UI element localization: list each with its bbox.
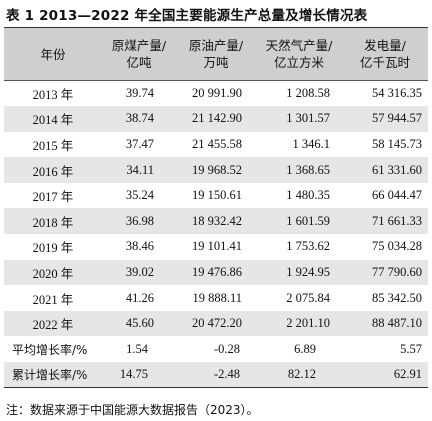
row-label: 累计增长率/% bbox=[12, 368, 88, 383]
coal-cell: 1.54 bbox=[126, 341, 148, 356]
source-note: 注：数据来源于中国能源大数据报告（2023）。 bbox=[6, 403, 259, 417]
natural-gas-cell: 82.12 bbox=[287, 367, 316, 382]
natural-gas-cell: 1 924.95 bbox=[286, 264, 330, 279]
natural-gas-cell: 1 480.35 bbox=[286, 188, 330, 203]
header-year-label: 年份 bbox=[40, 46, 66, 62]
table-row: 2014 年 38.74 21 142.90 1 301.57 57 944.5… bbox=[4, 106, 428, 132]
table-row: 2016 年 34.11 19 968.52 1 368.65 61 331.6… bbox=[4, 157, 428, 183]
coal-cell: 34.11 bbox=[126, 162, 154, 177]
row-label: 平均增长率/% bbox=[12, 342, 88, 357]
electricity-cell: 71 661.33 bbox=[372, 213, 422, 228]
electricity-cell: 61 331.60 bbox=[372, 162, 422, 177]
electricity-cell: 5.57 bbox=[400, 341, 422, 356]
electricity-cell: 58 145.73 bbox=[372, 136, 422, 151]
header-electricity-line1: 发电量/ bbox=[364, 38, 406, 53]
energy-production-table: 年份 原煤产量/ 亿吨 原油产量/ 万吨 天然气产量/ 亿立方米 发电量/ 亿千… bbox=[4, 27, 428, 388]
year-cell: 2020 年 bbox=[32, 266, 74, 281]
year-cell: 2013 年 bbox=[32, 88, 74, 103]
header-natural-gas-line2: 亿立方米 bbox=[273, 55, 324, 70]
table-body: 2013 年 39.74 20 991.90 1 208.58 54 316.3… bbox=[4, 81, 428, 388]
header-row: 年份 原煤产量/ 亿吨 原油产量/ 万吨 天然气产量/ 亿立方米 发电量/ 亿千… bbox=[4, 27, 428, 81]
header-electricity: 发电量/ 亿千瓦时 bbox=[342, 28, 428, 81]
table-row: 2019 年 38.46 19 101.41 1 753.62 75 034.2… bbox=[4, 234, 428, 260]
coal-cell: 38.74 bbox=[125, 111, 154, 126]
natural-gas-cell: 1 301.57 bbox=[286, 111, 330, 126]
table-row: 2020 年 39.02 19 476.86 1 924.95 77 790.6… bbox=[4, 259, 428, 286]
header-coal-line2: 亿吨 bbox=[126, 55, 152, 70]
crude-oil-cell: 19 150.61 bbox=[192, 188, 242, 203]
header-electricity-line2: 亿千瓦时 bbox=[359, 55, 410, 70]
coal-cell: 14.75 bbox=[119, 367, 148, 382]
electricity-cell: 57 944.57 bbox=[372, 111, 422, 126]
electricity-cell: 85 342.50 bbox=[372, 290, 422, 305]
electricity-cell: 66 044.47 bbox=[372, 188, 422, 203]
crude-oil-cell: 18 932.42 bbox=[192, 213, 242, 228]
table-row: 2017 年 35.24 19 150.61 1 480.35 66 044.4… bbox=[4, 183, 428, 209]
cumulative-growth-row: 累计增长率/% 14.75 -2.48 82.12 62.91 bbox=[4, 362, 428, 388]
crude-oil-cell: 20 472.20 bbox=[192, 316, 242, 331]
average-growth-row: 平均增长率/% 1.54 -0.28 6.89 5.57 bbox=[4, 336, 428, 362]
crude-oil-cell: 19 888.11 bbox=[192, 290, 242, 305]
coal-cell: 39.02 bbox=[125, 264, 154, 279]
electricity-cell: 75 034.28 bbox=[372, 239, 422, 254]
electricity-cell: 77 790.60 bbox=[372, 264, 422, 279]
crude-oil-cell: -0.28 bbox=[213, 341, 240, 356]
table-row: 2013 年 39.74 20 991.90 1 208.58 54 316.3… bbox=[4, 81, 428, 107]
crude-oil-cell: -2.48 bbox=[213, 367, 240, 382]
header-crude-oil-line2: 万吨 bbox=[203, 55, 229, 70]
electricity-cell: 62.91 bbox=[393, 367, 422, 382]
crude-oil-cell: 21 142.90 bbox=[192, 111, 242, 126]
year-cell: 2019 年 bbox=[32, 241, 74, 256]
natural-gas-cell: 2 201.10 bbox=[286, 316, 330, 331]
coal-cell: 35.24 bbox=[125, 188, 154, 203]
header-natural-gas: 天然气产量/ 亿立方米 bbox=[256, 28, 342, 81]
header-natural-gas-line1: 天然气产量/ bbox=[265, 38, 333, 53]
year-cell: 2016 年 bbox=[32, 164, 74, 179]
year-cell: 2018 年 bbox=[32, 215, 74, 230]
electricity-cell: 88 487.10 bbox=[372, 316, 422, 331]
natural-gas-cell: 6.89 bbox=[294, 341, 316, 356]
natural-gas-cell: 1 601.59 bbox=[286, 213, 330, 228]
year-cell: 2021 年 bbox=[32, 292, 74, 307]
header-crude-oil-line1: 原油产量/ bbox=[188, 38, 244, 53]
header-year: 年份 bbox=[4, 28, 102, 81]
coal-cell: 38.46 bbox=[125, 239, 154, 254]
table-row: 2022 年 45.60 20 472.20 2 201.10 88 487.1… bbox=[4, 310, 428, 337]
natural-gas-cell: 1 753.62 bbox=[286, 239, 330, 254]
crude-oil-cell: 19 101.41 bbox=[192, 239, 242, 254]
header-crude-oil: 原油产量/ 万吨 bbox=[176, 28, 256, 81]
coal-cell: 37.47 bbox=[125, 136, 154, 151]
year-cell: 2017 年 bbox=[32, 190, 74, 205]
coal-cell: 45.60 bbox=[125, 316, 154, 331]
natural-gas-cell: 1 368.65 bbox=[286, 162, 330, 177]
coal-cell: 36.98 bbox=[125, 213, 154, 228]
electricity-cell: 54 316.35 bbox=[372, 86, 422, 101]
table-header: 年份 原煤产量/ 亿吨 原油产量/ 万吨 天然气产量/ 亿立方米 发电量/ 亿千… bbox=[4, 27, 428, 81]
table-row: 2021 年 41.26 19 888.11 2 075.84 85 342.5… bbox=[4, 285, 428, 311]
year-cell: 2015 年 bbox=[32, 138, 74, 153]
natural-gas-cell: 1 208.58 bbox=[286, 86, 330, 101]
crude-oil-cell: 19 476.86 bbox=[192, 264, 242, 279]
table-row: 2018 年 36.98 18 932.42 1 601.59 71 661.3… bbox=[4, 208, 428, 235]
year-cell: 2022 年 bbox=[32, 318, 74, 333]
year-cell: 2014 年 bbox=[32, 113, 74, 128]
coal-cell: 41.26 bbox=[125, 290, 154, 305]
coal-cell: 39.74 bbox=[125, 86, 154, 101]
crude-oil-cell: 21 455.58 bbox=[192, 136, 242, 151]
header-coal-line1: 原煤产量/ bbox=[111, 38, 167, 53]
table-row: 2015 年 37.47 21 455.58 1 346.1 58 145.73 bbox=[4, 132, 428, 158]
header-coal: 原煤产量/ 亿吨 bbox=[102, 28, 176, 81]
table-title: 表 1 2013—2022 年全国主要能源生产总量及增长情况表 bbox=[6, 8, 368, 24]
crude-oil-cell: 19 968.52 bbox=[192, 162, 242, 177]
natural-gas-cell: 2 075.84 bbox=[286, 290, 330, 305]
natural-gas-cell: 1 346.1 bbox=[292, 136, 331, 151]
crude-oil-cell: 20 991.90 bbox=[192, 86, 242, 101]
